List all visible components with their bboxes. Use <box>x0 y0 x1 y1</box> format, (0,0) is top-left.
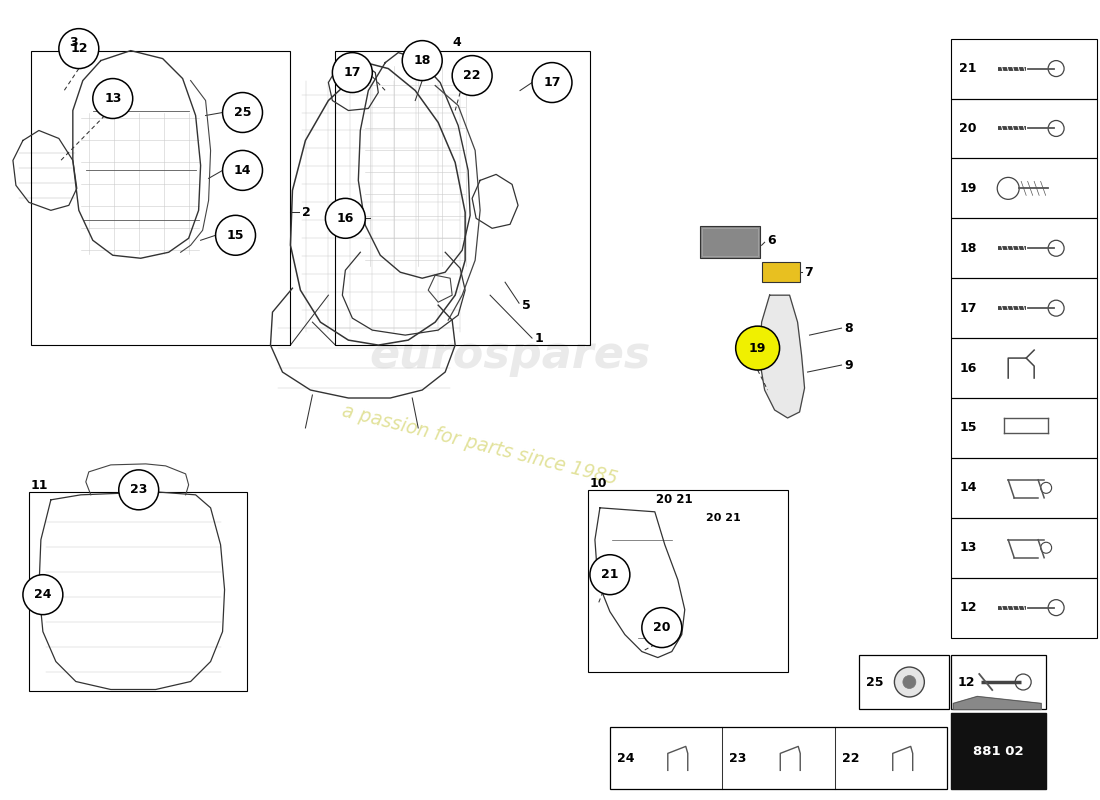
Text: 7: 7 <box>804 266 813 278</box>
Text: 13: 13 <box>104 92 121 105</box>
Bar <box>952 98 1097 158</box>
Bar <box>952 578 1097 638</box>
Circle shape <box>332 53 372 93</box>
Text: 4: 4 <box>453 36 462 49</box>
Text: 24: 24 <box>34 588 52 601</box>
Bar <box>336 50 590 345</box>
Text: 6: 6 <box>768 234 777 246</box>
Text: 881 02: 881 02 <box>974 745 1024 758</box>
Text: 9: 9 <box>845 358 854 371</box>
Text: 14: 14 <box>959 482 977 494</box>
Text: 8: 8 <box>845 322 854 334</box>
Text: 25: 25 <box>867 675 884 689</box>
Bar <box>952 38 1097 98</box>
Text: 11: 11 <box>31 479 48 492</box>
Text: 2: 2 <box>302 206 311 219</box>
Polygon shape <box>760 295 804 418</box>
Text: 14: 14 <box>234 164 251 177</box>
Text: 12: 12 <box>957 675 975 689</box>
Text: 23: 23 <box>729 752 747 765</box>
Circle shape <box>222 150 263 190</box>
Text: 16: 16 <box>959 362 977 374</box>
Bar <box>29 492 246 691</box>
Text: 10: 10 <box>590 478 607 490</box>
Text: 15: 15 <box>959 422 977 434</box>
Text: 5: 5 <box>522 298 531 312</box>
Circle shape <box>894 667 924 697</box>
Circle shape <box>641 608 682 647</box>
Text: 17: 17 <box>959 302 977 314</box>
Text: 23: 23 <box>130 483 147 496</box>
Text: 18: 18 <box>414 54 431 67</box>
Bar <box>31 50 290 345</box>
Bar <box>761 262 800 282</box>
Text: 21: 21 <box>601 568 618 581</box>
Bar <box>952 278 1097 338</box>
Bar <box>859 654 949 710</box>
Bar <box>952 398 1097 458</box>
Text: 25: 25 <box>234 106 251 119</box>
Circle shape <box>92 78 133 118</box>
Text: 22: 22 <box>463 69 481 82</box>
Text: 20: 20 <box>959 122 977 135</box>
Text: 16: 16 <box>337 212 354 225</box>
Circle shape <box>59 29 99 69</box>
Text: 21: 21 <box>959 62 977 75</box>
Bar <box>609 727 947 790</box>
Text: 20 21: 20 21 <box>657 494 693 506</box>
Text: 15: 15 <box>227 229 244 242</box>
Circle shape <box>736 326 780 370</box>
Text: 24: 24 <box>617 752 635 765</box>
Circle shape <box>222 93 263 133</box>
Bar <box>700 226 760 258</box>
Text: 19: 19 <box>749 342 767 354</box>
Bar <box>702 228 758 256</box>
Polygon shape <box>954 697 1041 710</box>
Circle shape <box>590 554 630 594</box>
Text: 20 21: 20 21 <box>706 513 740 522</box>
Text: 3: 3 <box>69 36 77 49</box>
Bar <box>952 338 1097 398</box>
Text: eurospares: eurospares <box>370 334 651 377</box>
Bar <box>952 458 1097 518</box>
Text: 1: 1 <box>535 332 543 345</box>
Text: 17: 17 <box>343 66 361 79</box>
Circle shape <box>216 215 255 255</box>
Text: 18: 18 <box>959 242 977 254</box>
Bar <box>952 158 1097 218</box>
Text: 20: 20 <box>653 621 671 634</box>
Circle shape <box>119 470 158 510</box>
Bar <box>952 714 1046 790</box>
Circle shape <box>23 574 63 614</box>
Circle shape <box>326 198 365 238</box>
Circle shape <box>903 675 916 689</box>
Text: 22: 22 <box>842 752 859 765</box>
Circle shape <box>532 62 572 102</box>
Bar <box>952 218 1097 278</box>
Text: 17: 17 <box>543 76 561 89</box>
Bar <box>587 490 788 671</box>
Bar <box>952 518 1097 578</box>
Text: 12: 12 <box>959 601 977 614</box>
Text: 12: 12 <box>70 42 88 55</box>
Circle shape <box>452 55 492 95</box>
Circle shape <box>403 41 442 81</box>
Bar <box>952 654 1046 710</box>
Text: a passion for parts since 1985: a passion for parts since 1985 <box>340 402 619 489</box>
Text: 19: 19 <box>959 182 977 195</box>
Text: 13: 13 <box>959 542 977 554</box>
